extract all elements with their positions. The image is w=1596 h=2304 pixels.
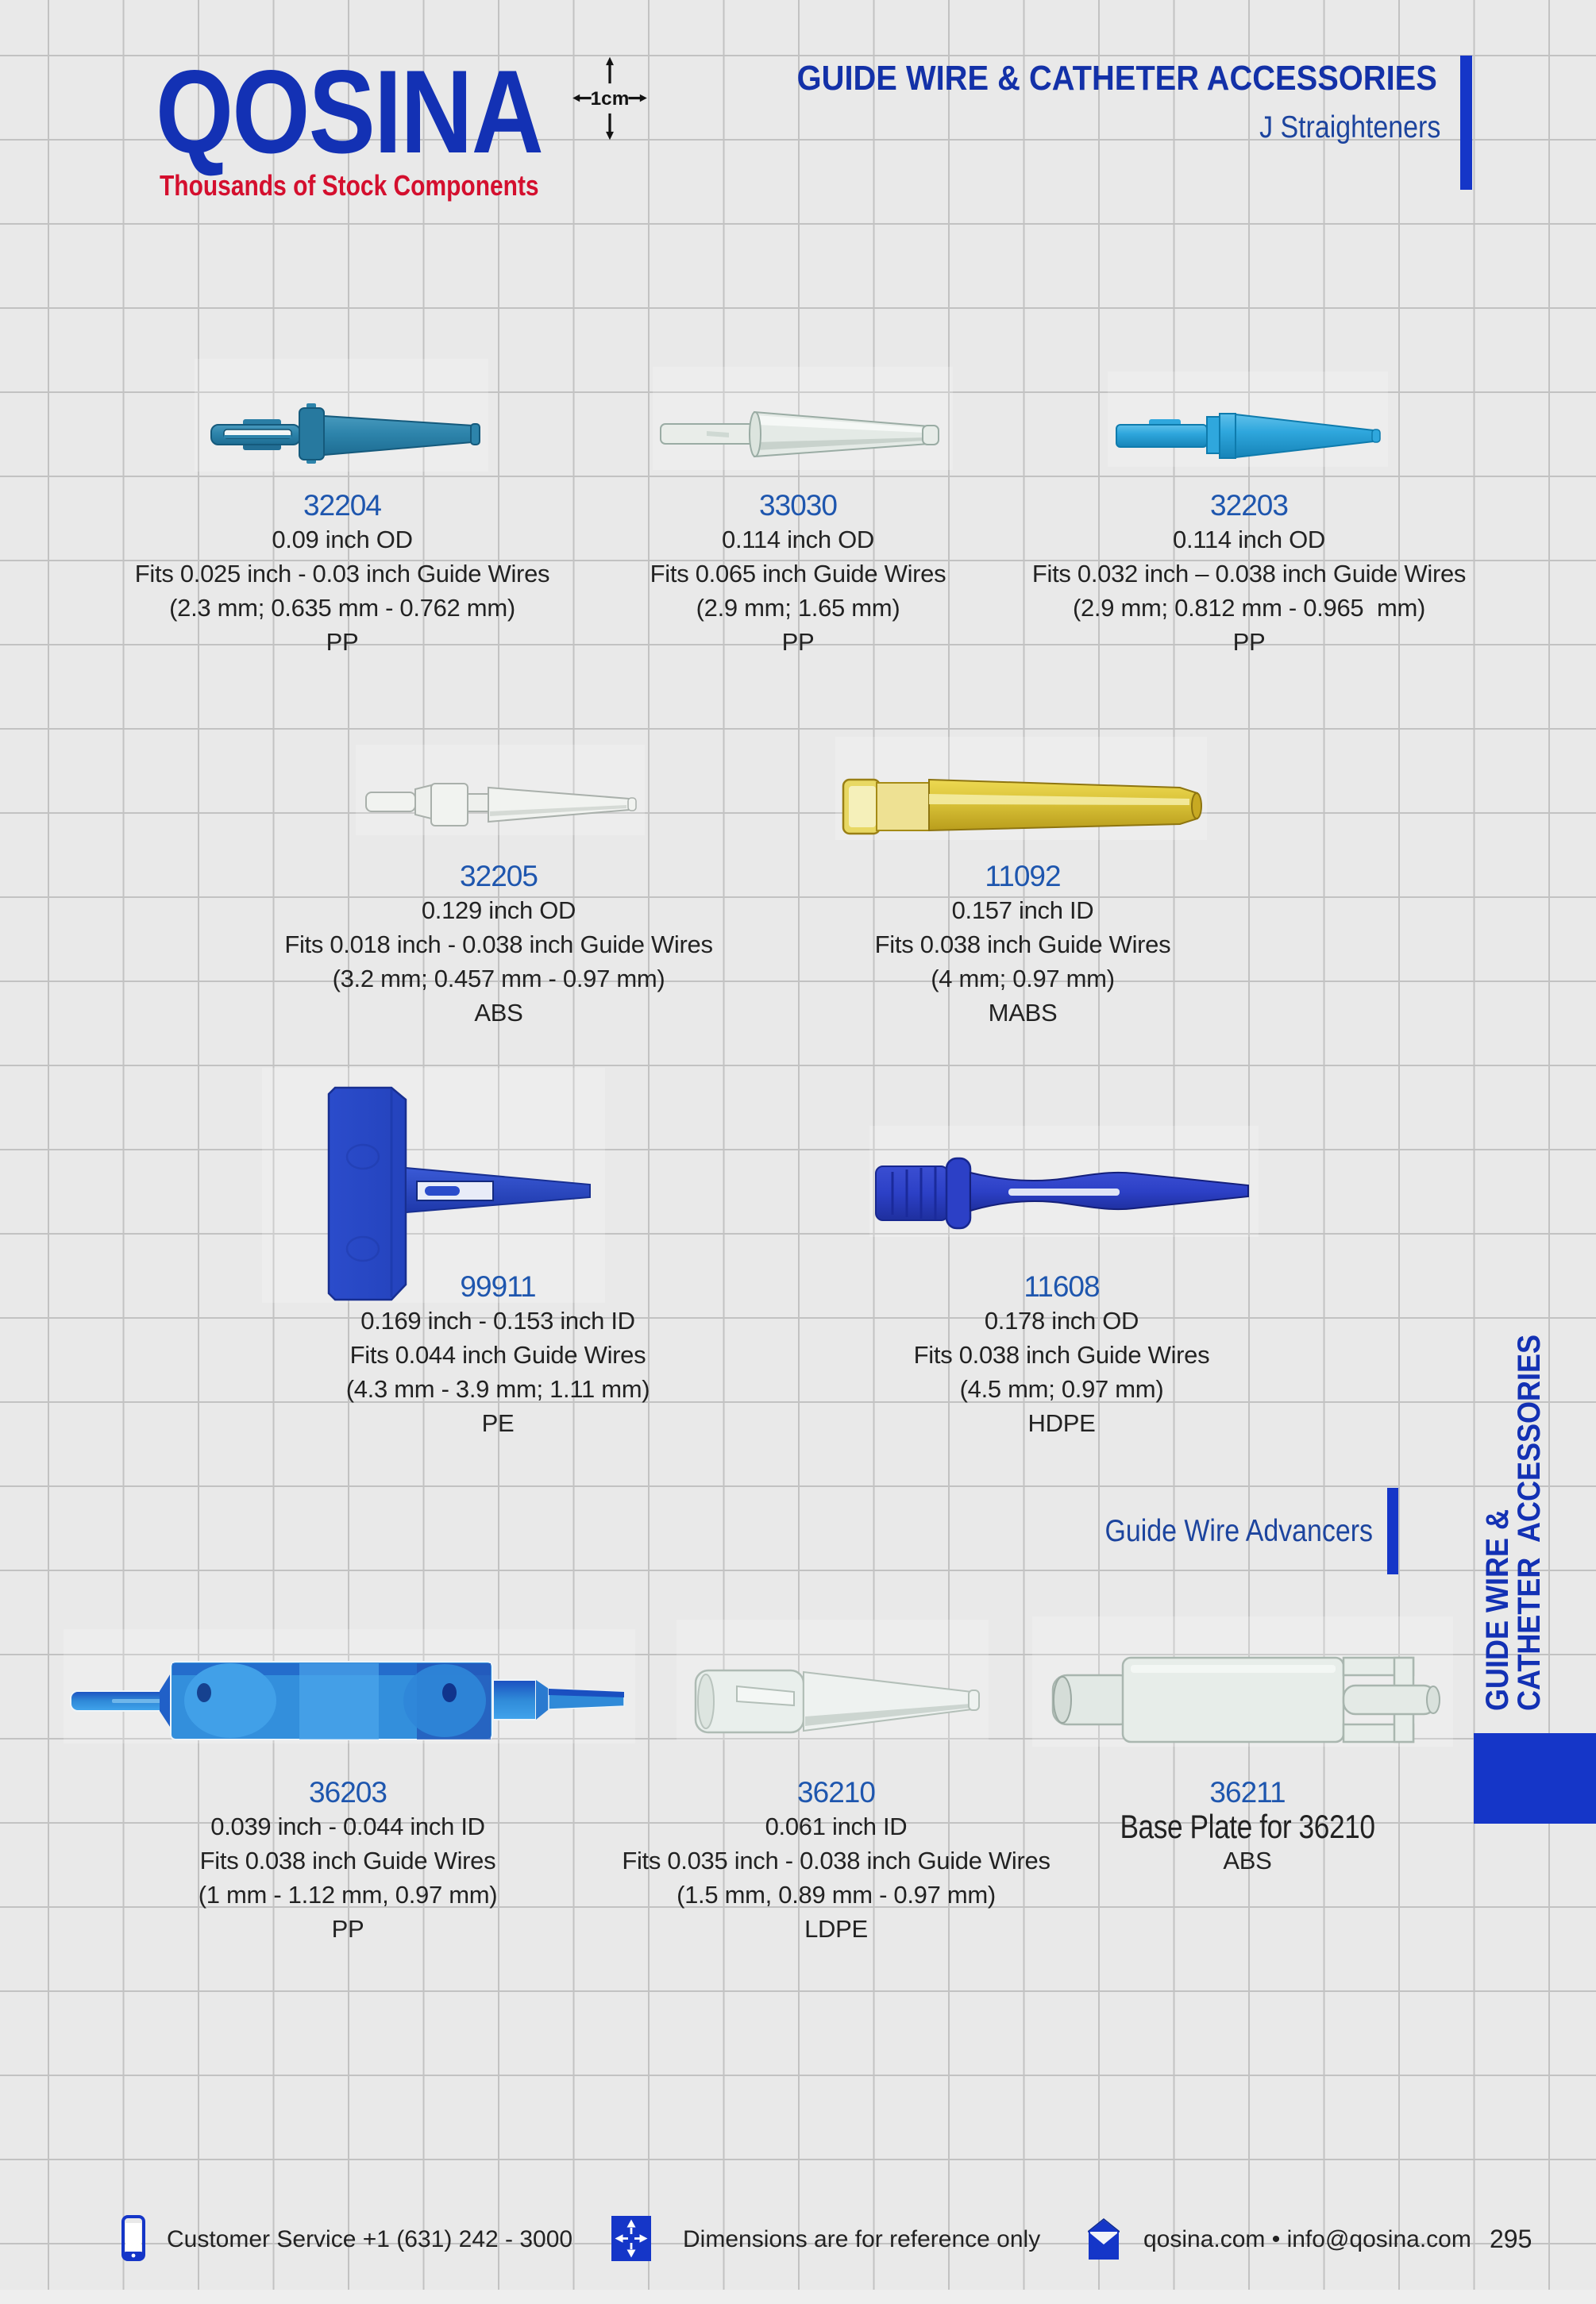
svg-text:1cm: 1cm <box>591 88 630 110</box>
